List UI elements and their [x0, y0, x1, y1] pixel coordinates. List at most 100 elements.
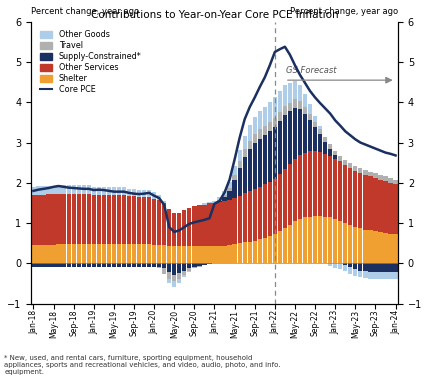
Bar	[46, 186, 51, 194]
Bar	[248, 141, 252, 149]
Bar	[66, 244, 71, 263]
Bar	[353, 171, 357, 227]
Bar	[92, 244, 96, 263]
Bar	[384, 233, 388, 263]
Bar	[268, 102, 272, 122]
Bar	[222, 201, 227, 246]
Bar	[92, 263, 96, 266]
Bar	[303, 114, 307, 153]
Bar	[283, 106, 287, 115]
Bar	[192, 206, 196, 246]
Bar	[61, 185, 66, 194]
Bar	[36, 186, 41, 195]
Bar	[343, 263, 347, 265]
Bar	[288, 225, 292, 263]
Bar	[248, 149, 252, 191]
Bar	[233, 244, 237, 263]
Bar	[373, 178, 378, 231]
Bar	[51, 263, 56, 266]
Bar	[258, 129, 262, 138]
Bar	[97, 187, 101, 195]
Bar	[127, 196, 131, 244]
Bar	[177, 279, 181, 283]
Bar	[132, 244, 136, 263]
Bar	[318, 216, 322, 263]
Bar	[328, 149, 332, 156]
Bar	[218, 246, 222, 263]
Bar	[41, 245, 45, 263]
Bar	[157, 195, 161, 200]
Bar	[177, 273, 181, 279]
Bar	[112, 244, 116, 263]
Bar	[363, 170, 368, 175]
Bar	[238, 196, 242, 243]
Bar	[137, 190, 141, 197]
Bar	[273, 97, 277, 118]
Bar	[162, 201, 166, 203]
Bar	[258, 138, 262, 187]
Bar	[298, 85, 302, 102]
Bar	[127, 263, 131, 266]
Bar	[378, 232, 383, 263]
Bar	[102, 187, 106, 195]
Bar	[187, 271, 191, 272]
Bar	[248, 191, 252, 241]
Bar	[253, 117, 257, 134]
Bar	[328, 156, 332, 218]
Bar	[87, 185, 91, 194]
Bar	[343, 265, 347, 271]
Bar	[76, 185, 81, 194]
Bar	[31, 263, 36, 267]
Bar	[187, 263, 191, 268]
Bar	[258, 111, 262, 129]
Bar	[268, 122, 272, 131]
Bar	[82, 185, 86, 194]
Bar	[112, 263, 116, 266]
Bar	[273, 127, 277, 179]
Bar	[378, 272, 383, 279]
Bar	[348, 267, 353, 274]
Bar	[248, 241, 252, 263]
Bar	[263, 135, 267, 185]
Bar	[102, 263, 106, 266]
Bar	[368, 263, 372, 272]
Bar	[202, 205, 207, 246]
Bar	[293, 159, 297, 221]
Bar	[293, 99, 297, 108]
Bar	[293, 221, 297, 263]
Bar	[313, 127, 317, 151]
Bar	[263, 238, 267, 263]
Bar	[127, 189, 131, 196]
Bar	[368, 272, 372, 279]
Bar	[318, 152, 322, 216]
Bar	[51, 194, 56, 245]
Bar	[233, 166, 237, 175]
Bar	[82, 194, 86, 244]
Bar	[393, 272, 398, 279]
Bar	[162, 245, 166, 263]
Bar	[222, 191, 227, 195]
Bar	[51, 245, 56, 263]
Bar	[222, 246, 227, 263]
Bar	[122, 263, 126, 266]
Bar	[107, 244, 111, 263]
Text: * New, used, and rental cars, furniture, sporting equipment, household
appliance: * New, used, and rental cars, furniture,…	[4, 355, 281, 375]
Bar	[222, 195, 227, 197]
Bar	[308, 217, 312, 263]
Bar	[233, 175, 237, 180]
Bar	[157, 263, 161, 266]
Bar	[278, 121, 282, 174]
Bar	[242, 243, 247, 263]
Bar	[51, 186, 56, 194]
Bar	[142, 244, 146, 263]
Bar	[303, 153, 307, 218]
Bar	[308, 151, 312, 217]
Bar	[192, 246, 196, 263]
Bar	[242, 149, 247, 157]
Bar	[393, 180, 398, 185]
Bar	[353, 166, 357, 171]
Bar	[172, 281, 176, 287]
Bar	[222, 197, 227, 201]
Bar	[384, 263, 388, 272]
Bar	[172, 263, 176, 275]
